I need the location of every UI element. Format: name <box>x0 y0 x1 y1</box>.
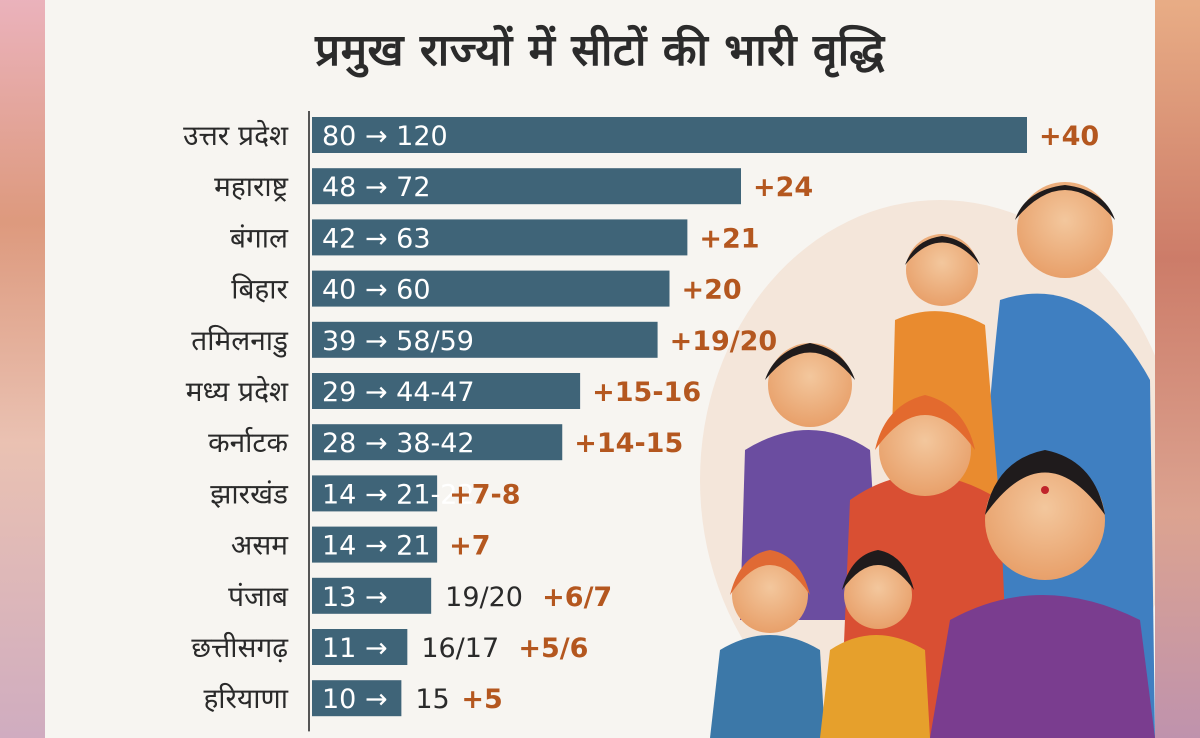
category-label: तमिलनाडु <box>191 324 289 358</box>
bar-outside-label: 16/17 <box>421 633 499 664</box>
bar <box>312 168 741 205</box>
delta-label: +19/20 <box>670 326 778 357</box>
category-label: हरियाणा <box>203 682 288 715</box>
delta-label: +7-8 <box>449 479 520 510</box>
delta-label: +20 <box>682 275 742 306</box>
chart-title: प्रमुख राज्यों में सीटों की भारी वृद्धि <box>315 25 885 76</box>
bar-value-label: 10 → <box>322 684 388 715</box>
category-label: छत्तीसगढ़ <box>191 631 289 664</box>
bar-value-label: 39 → 58/59 <box>322 326 474 357</box>
bar-value-label: 40 → 60 <box>322 275 431 306</box>
bar <box>312 680 402 717</box>
category-label: मध्य प्रदेश <box>186 375 289 408</box>
bar-value-label: 42 → 63 <box>322 223 431 254</box>
bar <box>312 321 658 358</box>
bar-value-label: 48 → 72 <box>322 172 431 203</box>
delta-label: +14-15 <box>574 428 683 459</box>
women-group-illustration <box>700 182 1155 738</box>
bar-value-label: 13 → <box>322 582 388 613</box>
bar-value-label: 14 → 21-22 <box>322 479 475 510</box>
bar-outside-label: 15 <box>415 684 449 715</box>
category-label: उत्तर प्रदेश <box>183 119 289 152</box>
bar-value-label: 80 → 120 <box>322 121 448 152</box>
bar <box>312 577 432 614</box>
delta-label: +6/7 <box>542 582 612 613</box>
category-label: असम <box>231 529 289 562</box>
bar <box>312 117 1027 153</box>
delta-label: +7 <box>449 531 490 562</box>
category-label: बिहार <box>231 273 288 306</box>
bar <box>312 373 581 409</box>
right-decor <box>1155 0 1200 738</box>
delta-label: +21 <box>699 223 759 254</box>
left-decor <box>0 0 45 738</box>
delta-label: +24 <box>753 172 813 203</box>
delta-label: +40 <box>1039 121 1099 152</box>
bar <box>312 526 438 563</box>
delta-label: +5/6 <box>518 633 588 664</box>
category-label: बंगाल <box>230 221 289 254</box>
bar-value-label: 11 → <box>322 633 388 664</box>
bar <box>312 424 563 461</box>
bar-value-label: 28 → 38-42 <box>322 428 475 459</box>
bar-value-label: 29 → 44-47 <box>322 377 475 408</box>
bar <box>312 270 670 307</box>
category-label: पंजाब <box>228 580 289 613</box>
bar-outside-label: 19/20 <box>445 582 523 613</box>
bar <box>312 475 438 512</box>
delta-label: +5 <box>461 684 502 715</box>
category-label: महाराष्ट्र <box>214 170 289 203</box>
category-label: झारखंड <box>210 477 289 510</box>
delta-label: +15-16 <box>592 377 701 408</box>
category-label: कर्नाटक <box>208 426 288 459</box>
bar <box>312 219 688 256</box>
bar-value-label: 14 → 21 <box>322 531 431 562</box>
bar <box>312 629 408 665</box>
